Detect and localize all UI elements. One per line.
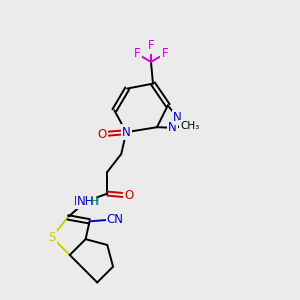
Text: H: H <box>90 196 98 206</box>
Text: N: N <box>74 195 82 208</box>
Text: O: O <box>124 189 134 202</box>
Text: N: N <box>173 111 182 124</box>
Text: N: N <box>122 126 130 139</box>
Text: F: F <box>134 47 140 60</box>
Text: S: S <box>48 231 56 244</box>
Text: H: H <box>74 196 82 206</box>
Text: H: H <box>91 196 99 206</box>
Text: CN: CN <box>107 213 124 226</box>
Text: NH: NH <box>77 195 94 208</box>
Text: N: N <box>168 121 176 134</box>
Text: CH₃: CH₃ <box>180 121 200 131</box>
Text: F: F <box>161 47 168 60</box>
Text: O: O <box>98 128 107 141</box>
Text: F: F <box>148 40 154 52</box>
